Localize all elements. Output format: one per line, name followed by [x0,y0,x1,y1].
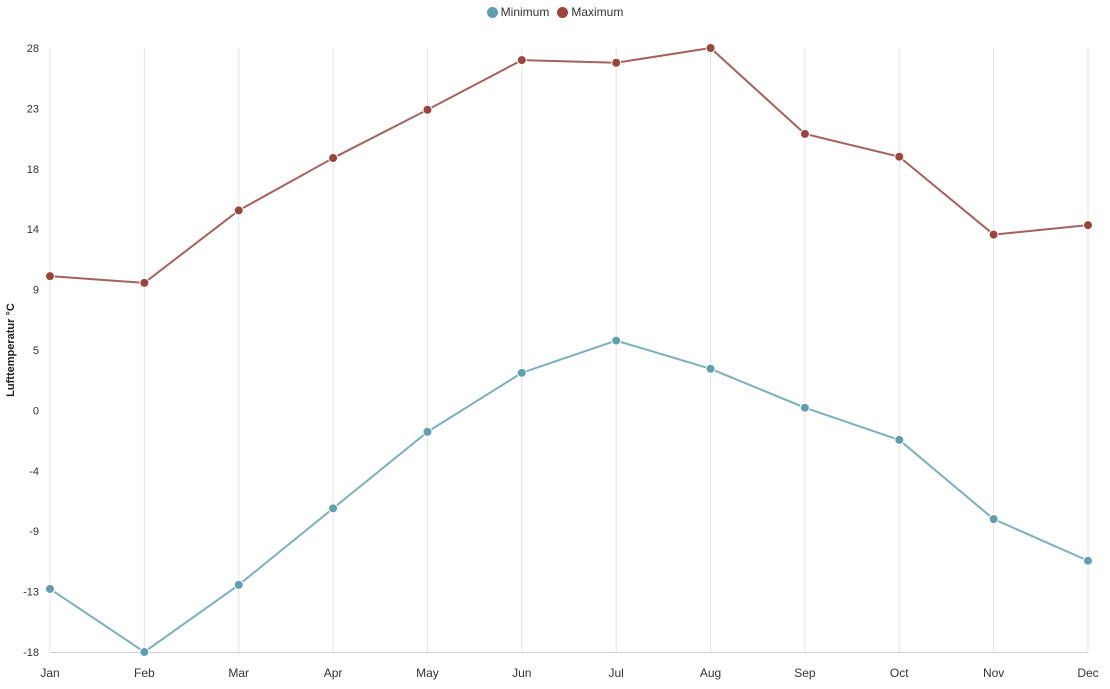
data-point-maximum-jun [516,55,527,66]
x-tick-label-mar: Mar [228,666,249,680]
legend-label: Maximum [571,5,624,19]
data-point-maximum-nov [988,229,999,240]
data-point-minimum-oct [894,434,905,445]
data-point-maximum-dec [1083,220,1093,231]
data-point-minimum-may [422,426,433,437]
data-point-maximum-jan [45,271,55,282]
x-tick-label-jul: Jul [609,666,624,680]
x-tick-label-apr: Apr [324,666,343,680]
data-point-minimum-jun [516,367,527,378]
legend-label: Minimum [500,5,550,19]
y-axis-ticks: 28 23 18 14 9 5 0 -4 -9 -13 -18 [23,43,39,659]
x-tick-label-aug: Aug [700,666,721,680]
y-tick-label: 18 [27,164,39,176]
legend-swatch-icon [486,6,498,18]
series-minimum [45,335,1093,657]
data-point-minimum-jul [611,335,622,346]
data-point-minimum-jan [45,583,55,594]
x-tick-label-sep: Sep [794,666,816,680]
data-point-minimum-aug [705,363,716,374]
data-point-maximum-mar [233,205,244,216]
grid-lines [49,48,1089,652]
x-tick-label-jun: Jun [512,666,531,680]
x-tick-label-oct: Oct [890,666,909,680]
data-point-maximum-sep [799,128,810,139]
y-tick-label: 0 [33,405,39,417]
x-axis-ticks: Jan Feb Mar Apr May Jun Jul Aug Sep Oct Nov Dec [40,666,1098,680]
data-point-minimum-nov [988,514,999,525]
legend-swatch-icon [557,6,569,18]
y-tick-label: -18 [23,647,39,659]
data-point-maximum-aug [705,43,716,53]
data-point-minimum-dec [1083,555,1093,566]
data-point-maximum-feb [139,277,150,288]
data-point-maximum-oct [894,151,905,162]
x-tick-label-dec: Dec [1077,666,1098,680]
data-point-minimum-mar [233,579,244,590]
legend-item-maximum[interactable]: Maximum [557,5,623,19]
x-tick-label-nov: Nov [983,666,1004,680]
y-tick-label: 14 [27,224,39,236]
y-tick-label: -9 [29,526,39,538]
x-tick-label-feb: Feb [134,666,155,680]
x-tick-label-jan: Jan [40,666,59,680]
data-point-maximum-jul [611,57,622,68]
chart-legend: Minimum Maximum [0,5,1110,19]
y-tick-label: -4 [29,466,39,478]
y-tick-label: 23 [27,103,39,115]
data-point-minimum-feb [139,647,150,657]
series-line-maximum [49,47,1089,284]
y-tick-label: 9 [33,285,39,297]
y-axis-title: Lufttemperatur °C [5,303,17,397]
series-line-minimum [49,339,1089,653]
data-point-minimum-apr [328,503,339,514]
y-tick-label: -13 [23,587,39,599]
series-maximum [45,43,1093,288]
data-point-minimum-sep [799,402,810,413]
x-tick-label-may: May [416,666,439,680]
data-point-maximum-may [422,104,433,115]
y-tick-label: 5 [33,345,39,357]
legend-item-minimum[interactable]: Minimum [486,5,550,19]
data-point-maximum-apr [328,153,339,164]
y-tick-label: 28 [27,43,39,55]
